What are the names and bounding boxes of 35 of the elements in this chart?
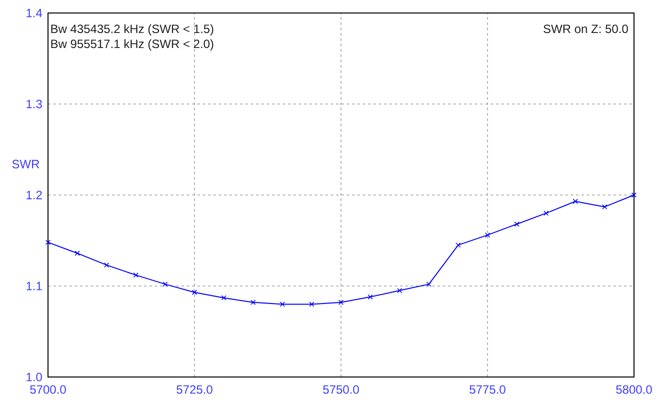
y-tick-label: 1.0 <box>26 372 42 382</box>
y-axis-title: SWR <box>12 160 40 168</box>
x-tick-label: 5700.0 <box>30 385 66 394</box>
point <box>631 192 637 198</box>
point <box>104 262 110 268</box>
y-tick-label: 1.2 <box>26 190 42 200</box>
point <box>397 288 402 294</box>
x-tick-label: 5750.0 <box>323 385 359 394</box>
point <box>368 294 373 300</box>
annotation: Bw 435435.2 kHz (SWR < 1.5) <box>51 24 214 36</box>
point <box>250 300 256 305</box>
point <box>484 232 490 238</box>
point <box>45 240 51 245</box>
x-tick-label: 5800.0 <box>616 385 652 394</box>
point <box>309 302 314 307</box>
point <box>514 222 520 227</box>
point <box>544 210 549 216</box>
y-tick-label: 1.4 <box>26 8 42 18</box>
point <box>74 250 80 256</box>
point <box>602 204 608 210</box>
annotation: Bw 955517.1 kHz (SWR < 2.0) <box>51 39 214 50</box>
point <box>280 302 285 307</box>
point <box>426 282 432 287</box>
point <box>456 242 461 248</box>
point <box>221 295 226 300</box>
x-tick-label: 5725.0 <box>176 385 212 394</box>
y-tick-label: 1.1 <box>26 282 42 290</box>
point <box>133 272 138 278</box>
y-tick-label: 1.3 <box>26 100 42 108</box>
point <box>572 198 578 204</box>
x-tick-label: 5775.0 <box>470 385 506 394</box>
annotation: SWR on Z: 50.0 <box>544 24 628 34</box>
point <box>162 282 168 287</box>
point <box>192 290 198 295</box>
point <box>338 300 344 305</box>
